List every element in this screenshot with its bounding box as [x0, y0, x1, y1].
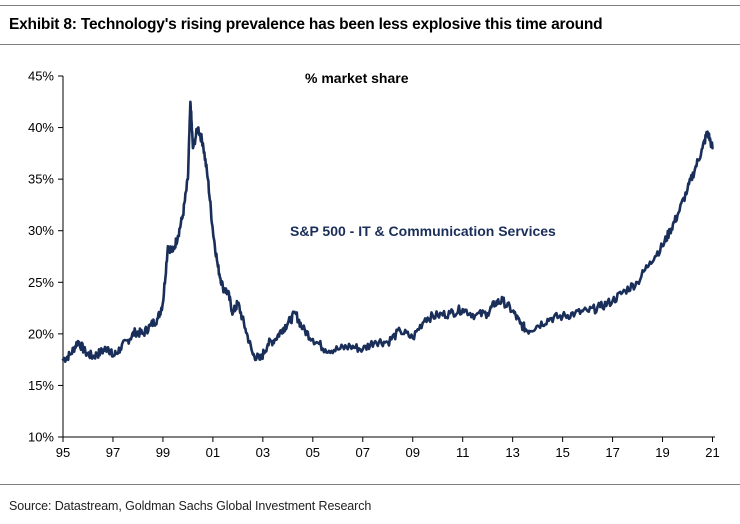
y-axis-ticks: 10% 15% 20% 25% 30% 35% 40% 45% [28, 69, 63, 445]
x-tick-label: 11 [456, 445, 470, 460]
y-tick-label: 45% [28, 69, 54, 84]
y-tick-label: 40% [28, 120, 54, 135]
top-rule [0, 5, 740, 6]
x-axis-ticks: 95 97 99 01 03 05 07 09 11 13 15 17 19 21 [56, 437, 720, 460]
chart-title: Exhibit 8: Technology's rising prevalenc… [9, 16, 603, 33]
x-tick-label: 13 [505, 445, 519, 460]
x-tick-label: 09 [405, 445, 419, 460]
y-tick-label: 10% [28, 430, 54, 445]
footer-rule [0, 484, 740, 485]
y-tick-label: 25% [28, 275, 54, 290]
y-tick-label: 30% [28, 223, 54, 238]
x-tick-label: 21 [705, 445, 719, 460]
ylabel-annotation: % market share [305, 70, 409, 86]
x-tick-label: 19 [655, 445, 669, 460]
x-tick-label: 01 [206, 445, 220, 460]
chart-axes [62, 76, 715, 438]
y-tick-label: 20% [28, 326, 54, 341]
x-tick-label: 95 [56, 445, 70, 460]
x-tick-label: 15 [555, 445, 569, 460]
x-tick-label: 97 [106, 445, 120, 460]
x-tick-label: 99 [156, 445, 170, 460]
x-tick-label: 07 [356, 445, 370, 460]
x-tick-label: 03 [256, 445, 270, 460]
x-tick-label: 17 [605, 445, 619, 460]
title-underline [0, 44, 740, 45]
series-line-it-communication [61, 100, 714, 363]
y-tick-label: 35% [28, 172, 54, 187]
source-note: Source: Datastream, Goldman Sachs Global… [9, 499, 372, 513]
series-label: S&P 500 - IT & Communication Services [290, 223, 556, 239]
y-tick-label: 15% [28, 378, 54, 393]
x-tick-label: 05 [306, 445, 320, 460]
